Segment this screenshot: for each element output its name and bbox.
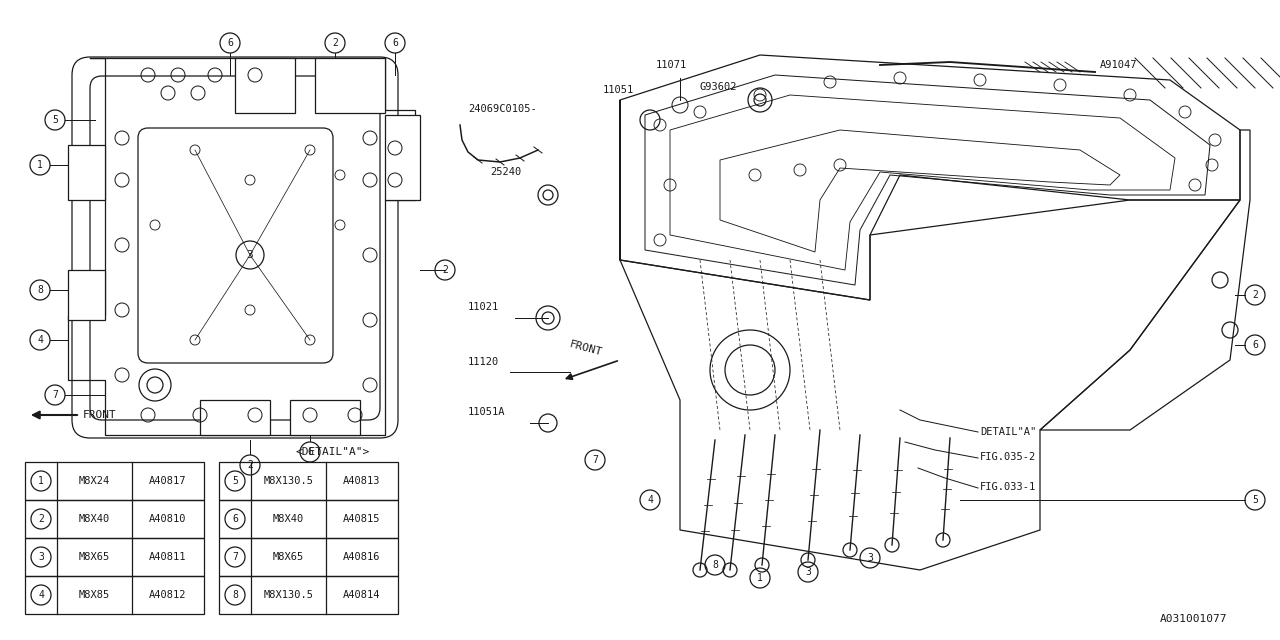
Text: 3: 3 <box>247 250 253 260</box>
Bar <box>385 115 420 200</box>
Text: A40813: A40813 <box>343 476 380 486</box>
Text: DETAIL"A": DETAIL"A" <box>980 427 1037 437</box>
Text: 2: 2 <box>247 460 253 470</box>
Text: 2: 2 <box>38 514 44 524</box>
Text: A031001077: A031001077 <box>1160 614 1228 624</box>
Text: 2: 2 <box>1252 290 1258 300</box>
Text: 1: 1 <box>38 476 44 486</box>
Text: 4: 4 <box>37 335 44 345</box>
Text: 6: 6 <box>227 38 233 48</box>
Text: M8X65: M8X65 <box>273 552 305 562</box>
Text: FIG.033-1: FIG.033-1 <box>980 482 1037 492</box>
Text: 11071: 11071 <box>657 60 687 70</box>
Bar <box>219 462 398 500</box>
Text: M8X130.5: M8X130.5 <box>264 590 314 600</box>
Bar <box>219 576 398 614</box>
Text: 11051: 11051 <box>603 85 635 95</box>
Text: G93602: G93602 <box>700 82 737 92</box>
Text: M8X130.5: M8X130.5 <box>264 476 314 486</box>
Bar <box>68 270 105 320</box>
Text: M8X65: M8X65 <box>79 552 110 562</box>
Text: 1: 1 <box>756 573 763 583</box>
Text: 6: 6 <box>232 514 238 524</box>
Text: 6: 6 <box>1252 340 1258 350</box>
Text: FRONT: FRONT <box>83 410 116 420</box>
Text: 24069C0105-: 24069C0105- <box>468 104 536 114</box>
Text: 7: 7 <box>593 455 598 465</box>
Text: 2: 2 <box>442 265 448 275</box>
Text: FIG.035-2: FIG.035-2 <box>980 452 1037 462</box>
Text: A40810: A40810 <box>150 514 187 524</box>
Text: 7: 7 <box>52 390 58 400</box>
Text: 6: 6 <box>307 447 312 457</box>
Text: 2: 2 <box>332 38 338 48</box>
Text: 11051A: 11051A <box>468 407 506 417</box>
Text: M8X24: M8X24 <box>79 476 110 486</box>
Text: <DETAIL"A">: <DETAIL"A"> <box>294 447 369 457</box>
Bar <box>26 462 204 500</box>
Text: 3: 3 <box>805 567 812 577</box>
Bar <box>219 538 398 576</box>
Text: A40816: A40816 <box>343 552 380 562</box>
Bar <box>219 500 398 538</box>
Text: 1: 1 <box>37 160 44 170</box>
Text: 8: 8 <box>37 285 44 295</box>
Text: A91047: A91047 <box>1100 60 1138 70</box>
Text: A40811: A40811 <box>150 552 187 562</box>
Text: 5: 5 <box>1252 495 1258 505</box>
Bar <box>291 400 360 435</box>
Text: 5: 5 <box>232 476 238 486</box>
Bar <box>26 500 204 538</box>
Bar <box>26 576 204 614</box>
Text: 3: 3 <box>38 552 44 562</box>
Text: 3: 3 <box>867 553 873 563</box>
Text: 8: 8 <box>232 590 238 600</box>
Text: 25240: 25240 <box>490 167 521 177</box>
Text: 11021: 11021 <box>468 302 499 312</box>
Text: M8X85: M8X85 <box>79 590 110 600</box>
Text: A40815: A40815 <box>343 514 380 524</box>
Text: 4: 4 <box>38 590 44 600</box>
Text: A40814: A40814 <box>343 590 380 600</box>
Bar <box>315 58 385 113</box>
Text: M8X40: M8X40 <box>79 514 110 524</box>
Text: FRONT: FRONT <box>568 340 603 358</box>
Text: 5: 5 <box>52 115 58 125</box>
Bar <box>68 145 105 200</box>
Bar <box>26 538 204 576</box>
Text: A40817: A40817 <box>150 476 187 486</box>
Text: 8: 8 <box>712 560 718 570</box>
Text: A40812: A40812 <box>150 590 187 600</box>
Text: 6: 6 <box>392 38 398 48</box>
Text: 11120: 11120 <box>468 357 499 367</box>
Bar <box>200 400 270 435</box>
Bar <box>236 58 294 113</box>
Text: 7: 7 <box>232 552 238 562</box>
Text: M8X40: M8X40 <box>273 514 305 524</box>
Text: 4: 4 <box>648 495 653 505</box>
